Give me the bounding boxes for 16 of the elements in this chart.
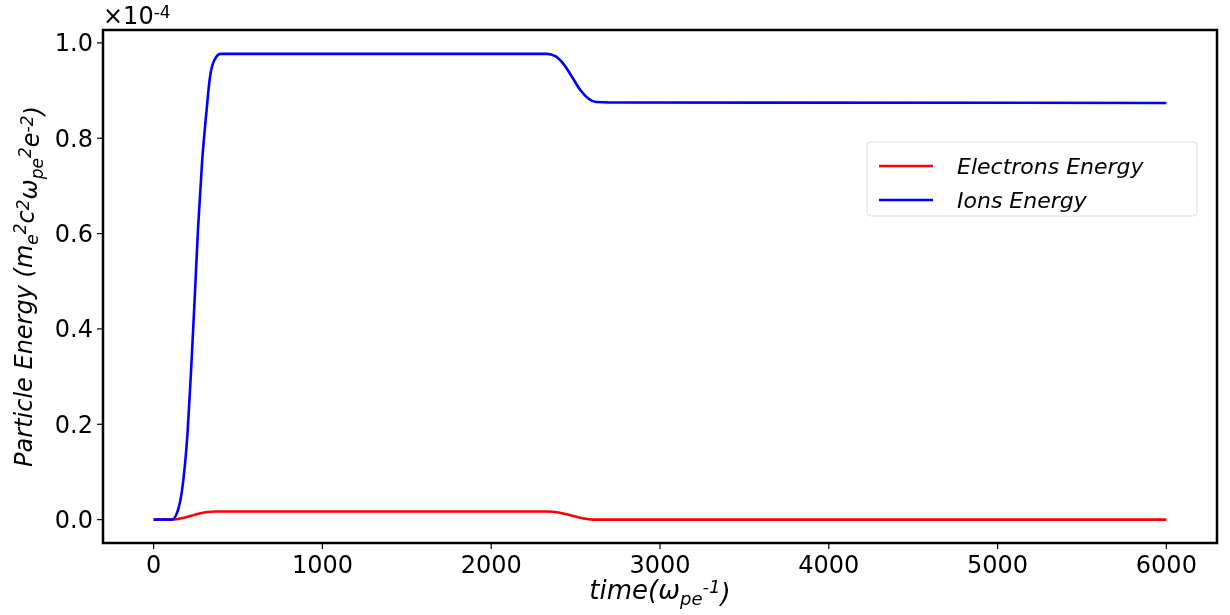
annotation: ×10$^{-4}$ (103, 2, 171, 30)
y-tick-label: 0.6 (54, 219, 93, 248)
x-tick-label: 0 (146, 551, 162, 579)
y-tick-label: 1.0 (54, 29, 93, 58)
legend-label: Ions Energy (957, 187, 1088, 213)
x-tick-label: 4000 (798, 551, 860, 579)
y-tick-label: 0.0 (54, 506, 93, 535)
x-tick-label: 1000 (291, 551, 353, 579)
y-tick-label: 0.4 (54, 315, 93, 344)
x-tick-label: 5000 (967, 551, 1029, 579)
x-tick-label: 2000 (460, 551, 522, 579)
x-tick-label: 6000 (1135, 551, 1197, 579)
line-series (152, 52, 1168, 521)
y-tick-label: 0.8 (54, 124, 93, 153)
y-tick-label: 0.2 (54, 410, 93, 439)
legend-label: Electrons Energy (957, 153, 1145, 179)
